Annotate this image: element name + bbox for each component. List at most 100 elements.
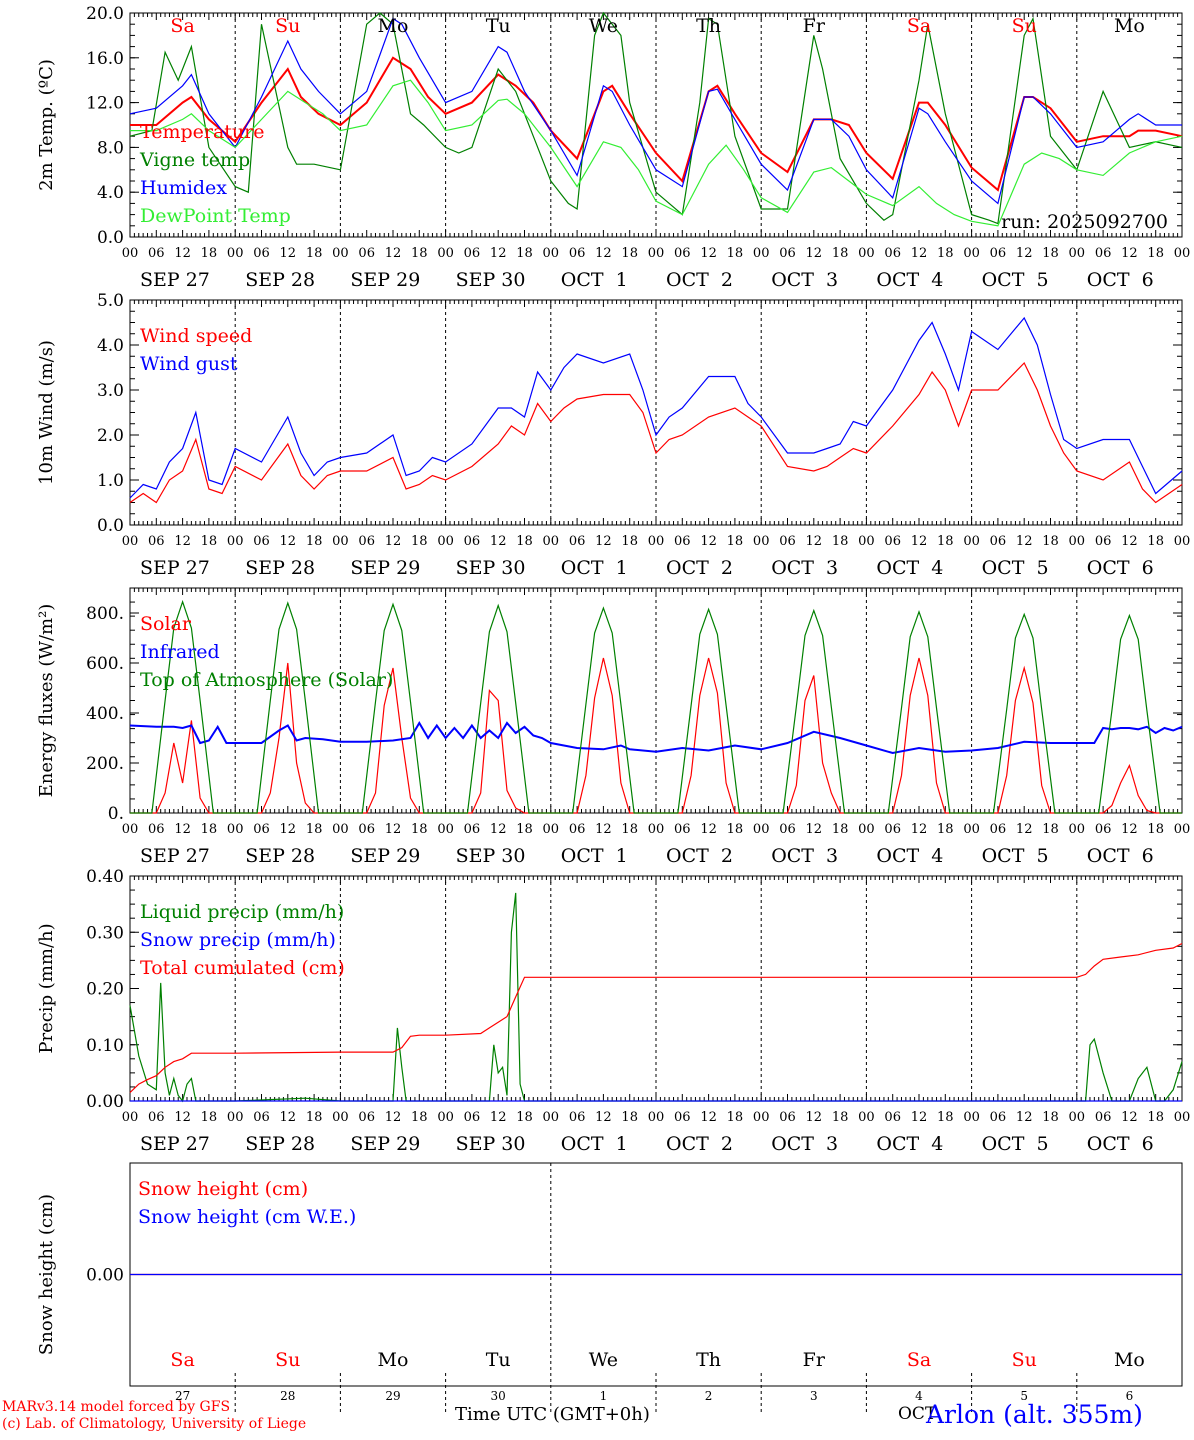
x-tick-label: 18 [832, 822, 849, 837]
series-line-top-of-atmosphere-solar- [130, 599, 1182, 814]
x-tick-label: 18 [937, 1110, 954, 1125]
date-label: OCT 2 [666, 845, 733, 867]
x-tick-label: 00 [332, 1110, 349, 1125]
x-tick-label: 12 [174, 246, 191, 261]
date-label: OCT 3 [771, 1133, 838, 1155]
date-label: SEP 27 [140, 1133, 210, 1155]
x-tick-label: 00 [543, 822, 560, 837]
x-tick-label: 00 [648, 1110, 665, 1125]
x-axis-title: Time UTC (GMT+0h) [455, 1404, 650, 1425]
day-number: 2 [705, 1389, 713, 1403]
date-label: SEP 28 [245, 845, 315, 867]
x-tick-label: 18 [727, 822, 744, 837]
x-tick-label: 18 [1147, 246, 1164, 261]
x-tick-label: 00 [753, 822, 770, 837]
x-tick-label: 06 [358, 534, 375, 549]
x-tick-label: 06 [253, 822, 270, 837]
x-tick-label: 06 [779, 822, 796, 837]
x-tick-label: 00 [1174, 246, 1191, 261]
x-tick-label: 12 [490, 534, 507, 549]
x-tick-label: 00 [122, 1110, 139, 1125]
weekday-label-bottom: Su [275, 1349, 300, 1371]
date-label: OCT 5 [982, 1133, 1049, 1155]
x-tick-label: 06 [358, 246, 375, 261]
x-tick-label: 18 [832, 1110, 849, 1125]
weekday-label-bottom: We [589, 1349, 618, 1371]
x-tick-label: 06 [990, 1110, 1007, 1125]
x-tick-label: 12 [595, 534, 612, 549]
weekday-label: Mo [378, 15, 409, 37]
y-tick-label: 600. [86, 654, 124, 674]
series-line-wind-gust [129, 316, 1183, 499]
legend-entry: Humidex [140, 177, 227, 199]
x-tick-label: 00 [1069, 534, 1086, 549]
date-label: OCT 6 [1087, 1133, 1154, 1155]
x-tick-label: 00 [1069, 822, 1086, 837]
x-tick-label: 00 [437, 246, 454, 261]
date-label: OCT 2 [666, 557, 733, 579]
y-tick-label: 4.0 [97, 336, 124, 356]
weekday-label-bottom: Mo [378, 1349, 409, 1371]
weekday-label: Th [696, 15, 721, 37]
day-number: 30 [491, 1389, 506, 1403]
series-line-dewpoint-temp [130, 79, 1183, 227]
x-tick-label: 00 [858, 534, 875, 549]
legend-entry: Temperature [140, 121, 264, 143]
x-tick-label: 18 [201, 246, 218, 261]
date-label: OCT 3 [771, 269, 838, 291]
x-tick-label: 12 [385, 822, 402, 837]
x-tick-label: 00 [122, 534, 139, 549]
legend-entry: Snow precip (mm/h) [140, 929, 336, 951]
y-tick-label: 0.20 [86, 980, 124, 1000]
x-tick-label: 18 [1147, 534, 1164, 549]
x-tick-label: 00 [648, 534, 665, 549]
x-tick-label: 06 [884, 822, 901, 837]
x-tick-label: 18 [516, 822, 533, 837]
x-tick-label: 06 [884, 534, 901, 549]
y-tick-label: 0.0 [97, 516, 124, 536]
y-tick-label: 8.0 [97, 138, 124, 158]
date-label: SEP 27 [140, 269, 210, 291]
x-tick-label: 12 [490, 822, 507, 837]
date-label: OCT 1 [561, 269, 628, 291]
chart-panel-5: 0.00 Snow height (cm) Snow height (cm) Snow… [36, 1162, 1183, 1413]
plot-frame [129, 299, 1183, 526]
x-tick-label: 00 [648, 822, 665, 837]
x-tick-label: 06 [779, 246, 796, 261]
date-label: OCT 3 [771, 557, 838, 579]
date-label: OCT 4 [876, 845, 943, 867]
x-tick-label: 06 [569, 822, 586, 837]
date-label: SEP 29 [350, 1133, 420, 1155]
x-tick-label: 06 [569, 534, 586, 549]
x-tick-label: 12 [1121, 1110, 1138, 1125]
date-label: SEP 30 [456, 557, 526, 579]
x-tick-label: 18 [727, 246, 744, 261]
series-line-humidex [129, 17, 1182, 205]
x-tick-label: 06 [990, 534, 1007, 549]
x-tick-label: 00 [753, 1110, 770, 1125]
x-tick-label: 12 [700, 822, 717, 837]
weekday-label-bottom: Sa [907, 1349, 931, 1371]
date-label: OCT 4 [876, 1133, 943, 1155]
weekday-label: We [589, 15, 618, 37]
x-tick-label: 18 [621, 1110, 638, 1125]
day-number: 3 [810, 1389, 818, 1403]
x-tick-label: 18 [1042, 246, 1059, 261]
date-label: OCT 6 [1087, 557, 1154, 579]
chart-panel-4: 00 06 12 18 00 06 12 18 00 06 12 18 00 06 12 18 00 06 12 18… [36, 867, 1190, 1155]
y-tick-label: 800. [86, 604, 124, 624]
x-tick-label: 00 [332, 534, 349, 549]
legend-entry: Total cumulated (cm) [140, 957, 345, 979]
x-tick-label: 12 [911, 246, 928, 261]
x-tick-label: 06 [253, 534, 270, 549]
x-tick-label: 12 [806, 822, 823, 837]
date-label: SEP 30 [456, 269, 526, 291]
x-tick-label: 12 [806, 246, 823, 261]
x-tick-label: 12 [280, 822, 297, 837]
date-label: OCT 2 [666, 269, 733, 291]
y-axis-label: Precip (mm/h) [36, 923, 57, 1053]
y-tick-label: 400. [86, 704, 124, 724]
x-tick-label: 18 [516, 1110, 533, 1125]
x-tick-label: 06 [464, 1110, 481, 1125]
date-label: OCT 6 [1087, 269, 1154, 291]
